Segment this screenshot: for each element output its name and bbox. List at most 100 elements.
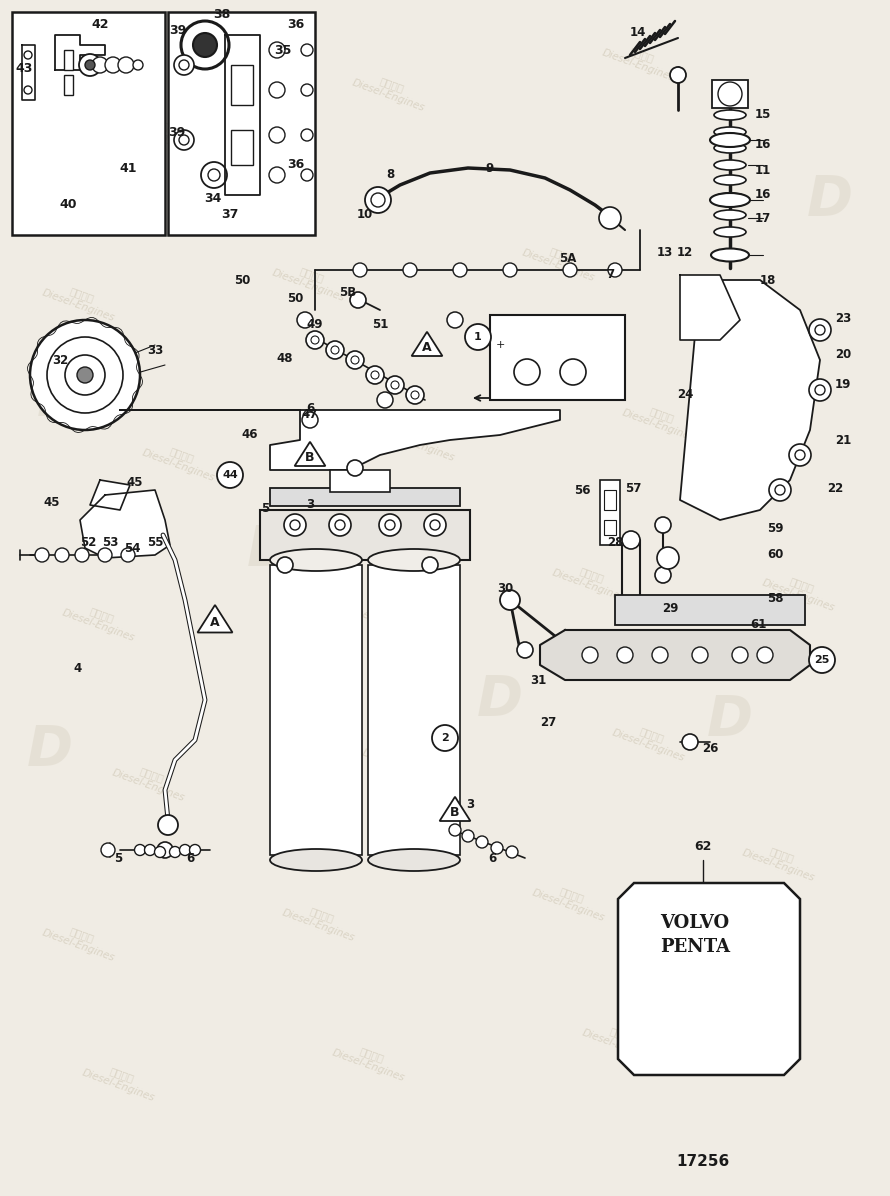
Circle shape bbox=[391, 382, 399, 389]
Ellipse shape bbox=[714, 193, 746, 203]
Text: 紫发动力
Diesel-Engines: 紫发动力 Diesel-Engines bbox=[280, 897, 360, 944]
Text: 紫发动力
Diesel-Engines: 紫发动力 Diesel-Engines bbox=[360, 737, 440, 783]
Circle shape bbox=[179, 135, 189, 145]
Circle shape bbox=[297, 312, 313, 328]
Text: 1: 1 bbox=[474, 332, 481, 342]
Circle shape bbox=[795, 450, 805, 460]
Circle shape bbox=[476, 836, 488, 848]
Text: 8: 8 bbox=[386, 169, 394, 182]
Text: +: + bbox=[496, 340, 505, 350]
Text: 18: 18 bbox=[760, 274, 776, 287]
Polygon shape bbox=[225, 35, 260, 195]
Polygon shape bbox=[120, 410, 560, 470]
Circle shape bbox=[514, 359, 540, 385]
Text: 5: 5 bbox=[261, 501, 269, 514]
Text: 紫发动力
Diesel-Engines: 紫发动力 Diesel-Engines bbox=[141, 437, 220, 483]
Text: 34: 34 bbox=[205, 191, 222, 205]
Circle shape bbox=[326, 341, 344, 359]
Text: 50: 50 bbox=[287, 292, 303, 305]
Polygon shape bbox=[198, 605, 232, 633]
Bar bbox=[231, 130, 253, 165]
Text: 38: 38 bbox=[214, 8, 231, 22]
Bar bbox=[604, 490, 616, 509]
Text: 6: 6 bbox=[488, 852, 496, 865]
Polygon shape bbox=[411, 331, 442, 356]
Text: 33: 33 bbox=[147, 343, 163, 356]
Polygon shape bbox=[440, 797, 471, 820]
Circle shape bbox=[351, 356, 359, 364]
Text: 55: 55 bbox=[147, 536, 163, 549]
Ellipse shape bbox=[368, 549, 460, 570]
Circle shape bbox=[692, 647, 708, 663]
Text: 10: 10 bbox=[357, 208, 373, 221]
Circle shape bbox=[371, 193, 385, 207]
Circle shape bbox=[134, 844, 145, 855]
Circle shape bbox=[329, 514, 351, 536]
Circle shape bbox=[809, 319, 831, 341]
Text: 6: 6 bbox=[306, 402, 314, 415]
Circle shape bbox=[85, 60, 95, 71]
Text: 40: 40 bbox=[60, 199, 77, 212]
Polygon shape bbox=[80, 490, 170, 559]
Circle shape bbox=[377, 392, 393, 408]
Circle shape bbox=[331, 346, 339, 354]
Text: 紫发动力
Diesel-Engines: 紫发动力 Diesel-Engines bbox=[620, 397, 700, 444]
Text: 46: 46 bbox=[242, 428, 258, 441]
Text: 28: 28 bbox=[607, 536, 623, 549]
Circle shape bbox=[269, 167, 285, 183]
Circle shape bbox=[403, 263, 417, 277]
Circle shape bbox=[350, 292, 366, 309]
Text: 53: 53 bbox=[101, 536, 118, 549]
Bar bbox=[168, 12, 315, 234]
Circle shape bbox=[105, 57, 121, 73]
Circle shape bbox=[269, 83, 285, 98]
Circle shape bbox=[503, 263, 517, 277]
Text: 紫发动力
Diesel-Engines: 紫发动力 Diesel-Engines bbox=[580, 1017, 659, 1063]
Ellipse shape bbox=[714, 210, 746, 220]
Ellipse shape bbox=[714, 160, 746, 170]
Text: 紫发动力
Diesel-Engines: 紫发动力 Diesel-Engines bbox=[80, 1057, 159, 1103]
Circle shape bbox=[144, 844, 156, 855]
Text: 22: 22 bbox=[827, 482, 843, 494]
Ellipse shape bbox=[714, 227, 746, 237]
Text: 26: 26 bbox=[702, 742, 718, 755]
Circle shape bbox=[506, 846, 518, 858]
Circle shape bbox=[118, 57, 134, 73]
Circle shape bbox=[181, 22, 229, 69]
Circle shape bbox=[775, 486, 785, 495]
Circle shape bbox=[75, 548, 89, 562]
Circle shape bbox=[30, 321, 140, 431]
Circle shape bbox=[652, 647, 668, 663]
Circle shape bbox=[789, 444, 811, 466]
Circle shape bbox=[98, 548, 112, 562]
Ellipse shape bbox=[368, 849, 460, 871]
Circle shape bbox=[101, 843, 115, 858]
Circle shape bbox=[133, 60, 143, 71]
Bar bbox=[64, 50, 73, 71]
Circle shape bbox=[217, 462, 243, 488]
Text: 紫发动力
Diesel-Engines: 紫发动力 Diesel-Engines bbox=[611, 716, 690, 763]
Text: 6: 6 bbox=[186, 852, 194, 865]
Circle shape bbox=[560, 359, 586, 385]
Circle shape bbox=[732, 647, 748, 663]
Text: 45: 45 bbox=[126, 476, 143, 488]
Text: 16: 16 bbox=[755, 139, 772, 152]
Text: 紫发动力
Diesel-Engines: 紫发动力 Diesel-Engines bbox=[351, 67, 430, 114]
Text: 61: 61 bbox=[749, 618, 766, 631]
Text: 29: 29 bbox=[662, 602, 678, 615]
Text: 14: 14 bbox=[630, 25, 646, 38]
Polygon shape bbox=[90, 480, 130, 509]
Text: 44: 44 bbox=[222, 470, 238, 480]
Circle shape bbox=[757, 647, 773, 663]
Text: 27: 27 bbox=[540, 715, 556, 728]
Text: 紫发动力
Diesel-Engines: 紫发动力 Diesel-Engines bbox=[740, 837, 820, 884]
Circle shape bbox=[447, 312, 463, 328]
Text: 56: 56 bbox=[574, 483, 590, 496]
Polygon shape bbox=[295, 441, 326, 466]
Circle shape bbox=[617, 647, 633, 663]
Polygon shape bbox=[618, 883, 800, 1075]
Text: B: B bbox=[450, 806, 460, 819]
Circle shape bbox=[180, 844, 190, 855]
Circle shape bbox=[371, 371, 379, 379]
Text: 43: 43 bbox=[15, 61, 33, 74]
